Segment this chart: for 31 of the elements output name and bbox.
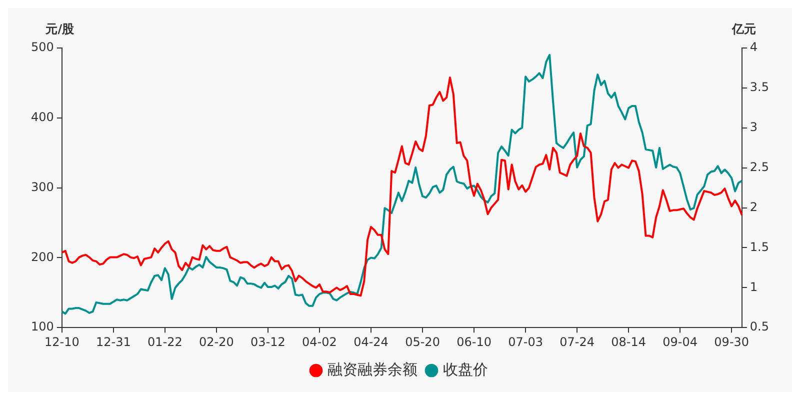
x-tick-label: 01-22 (148, 334, 182, 349)
y-tick-label: 400 (31, 110, 54, 124)
y2-tick-label: 2 (750, 200, 758, 214)
x-tick-label: 06-10 (456, 334, 492, 349)
x-tick-label: 05-20 (405, 334, 440, 349)
y2-tick-label: 0.5 (750, 320, 770, 334)
x-tick-label: 02-20 (199, 334, 234, 349)
y-tick-label: 500 (31, 40, 54, 54)
y2-tick-label: 4 (750, 40, 758, 54)
x-tick-label: 09-04 (662, 334, 698, 349)
x-tick-label: 12-10 (44, 334, 80, 349)
y-tick-label: 300 (31, 180, 54, 194)
x-tick-label: 12-31 (96, 334, 131, 349)
y-axis-title: 元/股 (44, 22, 76, 36)
y2-tick-label: 1 (750, 280, 758, 294)
y-tick-label: 100 (31, 320, 54, 334)
y2-axis-title: 亿元 (730, 22, 756, 36)
legend-label: 收盘价 (443, 360, 488, 378)
x-tick-label: 04-02 (302, 334, 337, 349)
legend-label: 融资融券余额 (328, 360, 418, 378)
y2-tick-label: 1.5 (750, 240, 770, 254)
y2-tick-label: 3 (750, 120, 758, 134)
y2-tick-label: 3.5 (750, 80, 770, 94)
x-tick-label: 07-03 (508, 334, 543, 349)
y2-tick-label: 2.5 (750, 160, 770, 174)
x-tick-label: 04-24 (354, 334, 388, 349)
y-tick-label: 200 (31, 250, 54, 264)
x-tick-label: 08-14 (611, 334, 646, 349)
x-tick-label: 03-12 (250, 334, 286, 349)
x-tick-label: 07-24 (560, 334, 594, 349)
x-tick-label: 09-30 (714, 334, 750, 349)
